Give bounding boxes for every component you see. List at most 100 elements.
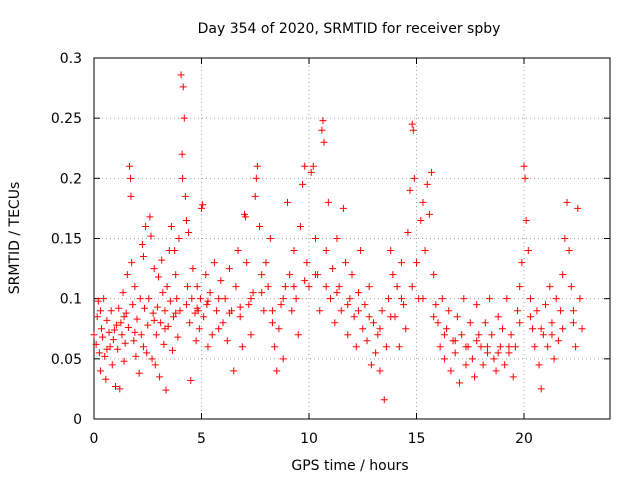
data-point (249, 289, 257, 297)
data-point (400, 301, 408, 309)
data-point (408, 283, 416, 291)
data-point (213, 307, 221, 315)
data-point (277, 301, 285, 309)
data-point (438, 295, 446, 303)
data-point (354, 307, 362, 315)
data-point (357, 247, 365, 255)
data-point (561, 235, 569, 242)
data-point (520, 162, 528, 170)
data-point (142, 222, 150, 230)
data-point (247, 295, 255, 303)
data-point (238, 343, 246, 351)
data-point (559, 271, 567, 279)
data-point (361, 301, 369, 309)
data-point (419, 198, 427, 206)
data-point (178, 150, 186, 158)
data-point (143, 349, 151, 357)
data-point (125, 162, 133, 170)
data-point (557, 307, 565, 315)
data-point (139, 343, 147, 351)
data-point (316, 307, 324, 315)
data-point (118, 331, 126, 339)
data-point (131, 328, 139, 336)
data-point (162, 386, 170, 394)
data-point (122, 309, 130, 317)
data-point (117, 319, 125, 327)
data-point (150, 265, 158, 273)
x-tick-label: 10 (300, 431, 318, 447)
data-point (141, 304, 149, 312)
y-tick-label: 0.05 (51, 352, 82, 368)
data-point (286, 271, 294, 279)
data-point (462, 343, 470, 351)
data-point (303, 259, 311, 267)
x-tick-label: 0 (90, 431, 99, 447)
data-point (230, 367, 238, 375)
data-point (507, 331, 515, 339)
data-point (333, 235, 341, 242)
data-point (486, 295, 494, 303)
data-point (488, 331, 496, 339)
data-point (271, 343, 279, 351)
data-point (253, 162, 261, 170)
data-point (447, 367, 455, 375)
data-point (204, 297, 212, 305)
data-point (440, 331, 448, 339)
data-point (161, 325, 169, 333)
data-point (477, 343, 485, 351)
data-point (389, 271, 397, 279)
data-point (179, 83, 187, 91)
data-point (311, 235, 319, 242)
data-point (318, 126, 326, 134)
data-point (266, 235, 274, 242)
data-point (137, 331, 145, 339)
data-point (95, 349, 103, 357)
data-point (223, 337, 231, 345)
data-point (576, 295, 584, 303)
data-point (380, 396, 388, 404)
data-point (273, 367, 281, 375)
data-point (451, 349, 459, 357)
y-tick-label: 0.2 (60, 171, 82, 187)
data-point (172, 309, 180, 317)
data-point (548, 331, 556, 339)
data-point (100, 295, 108, 303)
data-point (299, 180, 307, 188)
data-point (533, 307, 541, 315)
data-point (182, 216, 190, 224)
data-point (526, 295, 534, 303)
data-point (359, 325, 367, 333)
data-point (337, 307, 345, 315)
data-point (102, 375, 110, 383)
data-point (103, 345, 111, 353)
data-point (344, 331, 352, 339)
data-point (130, 337, 138, 345)
axis-ticks: 0 0.05 0.1 0.15 0.2 0.25 0.3 0 5 10 15 20 (51, 51, 610, 447)
data-point (503, 295, 511, 303)
data-point (101, 352, 109, 360)
data-point (236, 313, 244, 321)
data-point (471, 373, 479, 381)
data-point (177, 71, 185, 79)
y-axis-label: SRMTID / TECUs (7, 182, 23, 295)
data-point (225, 265, 233, 273)
data-point (264, 283, 272, 291)
data-point (537, 385, 545, 393)
data-point (247, 331, 255, 339)
data-point (256, 222, 264, 230)
data-point (385, 295, 393, 303)
data-point (105, 328, 113, 336)
data-point (430, 313, 438, 321)
data-point (335, 283, 343, 291)
data-point (219, 319, 227, 327)
data-point (322, 247, 330, 255)
data-point (483, 343, 491, 351)
data-point (421, 247, 429, 255)
data-point (554, 337, 562, 345)
data-point (363, 337, 371, 345)
data-point (445, 307, 453, 315)
data-point (367, 361, 375, 369)
data-point (163, 283, 171, 291)
data-point (462, 361, 470, 369)
data-point (311, 271, 319, 279)
